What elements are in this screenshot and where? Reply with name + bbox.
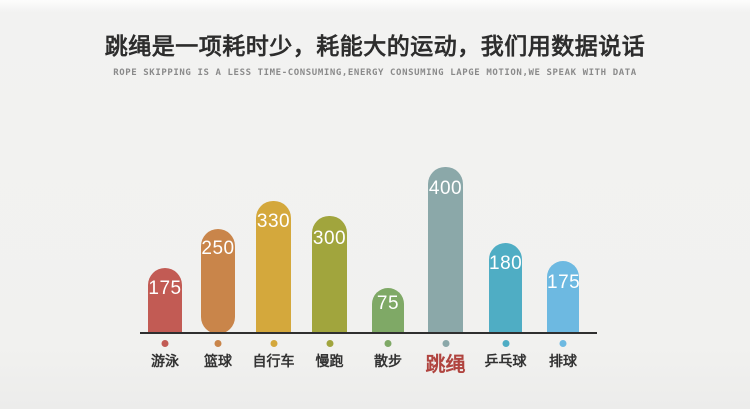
axis-dot-swimming bbox=[161, 340, 169, 347]
value-label-table-tennis: 180 bbox=[489, 253, 523, 274]
bar-chart: 175 游泳 250 篮球 330 自行车 300 慢跑 75 散步 400 bbox=[140, 150, 597, 376]
category-label-swimming: 游泳 bbox=[151, 353, 179, 369]
category-label-rope-skipping: 跳绳 bbox=[425, 354, 466, 376]
axis-dot-walking bbox=[384, 340, 392, 347]
category-label-cycling: 自行车 bbox=[252, 353, 295, 369]
value-label-cycling: 330 bbox=[256, 211, 291, 232]
value-label-basketball: 250 bbox=[201, 238, 235, 259]
axis-dot-basketball bbox=[214, 340, 222, 347]
axis-dot-rope-skipping bbox=[442, 340, 449, 347]
bar-cycling: 330 bbox=[256, 201, 291, 334]
bar-walking: 75 bbox=[372, 288, 404, 334]
value-label-walking: 75 bbox=[376, 293, 400, 314]
value-label-rope-skipping: 400 bbox=[428, 178, 463, 199]
bar-basketball: 250 bbox=[201, 229, 235, 334]
bar-table-tennis: 180 bbox=[489, 243, 522, 334]
bar-group-rope-skipping: 400 跳绳 bbox=[426, 150, 466, 376]
bar-group-volleyball: 175 排球 bbox=[547, 150, 581, 369]
category-label-table-tennis: 乒乓球 bbox=[484, 353, 527, 369]
chart-title: 跳绳是一项耗时少，耗能大的运动，我们用数据说话 bbox=[104, 33, 646, 59]
value-label-jogging: 300 bbox=[312, 228, 347, 249]
chart-subtitle: ROPE SKIPPING IS A LESS TIME-CONSUMING,E… bbox=[113, 68, 637, 78]
value-label-swimming: 175 bbox=[148, 278, 182, 299]
bar-jogging: 300 bbox=[312, 216, 347, 334]
x-axis-line bbox=[140, 332, 597, 334]
value-label-volleyball: 175 bbox=[547, 272, 581, 293]
category-label-walking: 散步 bbox=[374, 353, 402, 369]
bar-group-jogging: 300 慢跑 bbox=[312, 150, 347, 369]
axis-dot-cycling bbox=[270, 340, 277, 347]
chart-header: 跳绳是一项耗时少，耗能大的运动，我们用数据说话 ROPE SKIPPING IS… bbox=[0, 30, 750, 78]
bar-group-walking: 75 散步 bbox=[372, 150, 404, 369]
category-label-jogging: 慢跑 bbox=[315, 353, 344, 369]
axis-dot-table-tennis bbox=[502, 340, 509, 347]
bar-group-table-tennis: 180 乒乓球 bbox=[485, 150, 527, 369]
axis-dot-jogging bbox=[326, 340, 333, 347]
bar-volleyball: 175 bbox=[547, 261, 581, 334]
bar-group-cycling: 330 自行车 bbox=[253, 150, 295, 369]
bar-rope-skipping: 400 bbox=[428, 167, 463, 334]
bar-swimming: 175 bbox=[148, 268, 182, 334]
bar-group-basketball: 250 篮球 bbox=[201, 150, 235, 369]
category-label-basketball: 篮球 bbox=[204, 353, 232, 369]
category-label-volleyball: 排球 bbox=[549, 353, 577, 369]
bar-group-swimming: 175 游泳 bbox=[148, 150, 182, 369]
axis-dot-volleyball bbox=[559, 340, 567, 347]
